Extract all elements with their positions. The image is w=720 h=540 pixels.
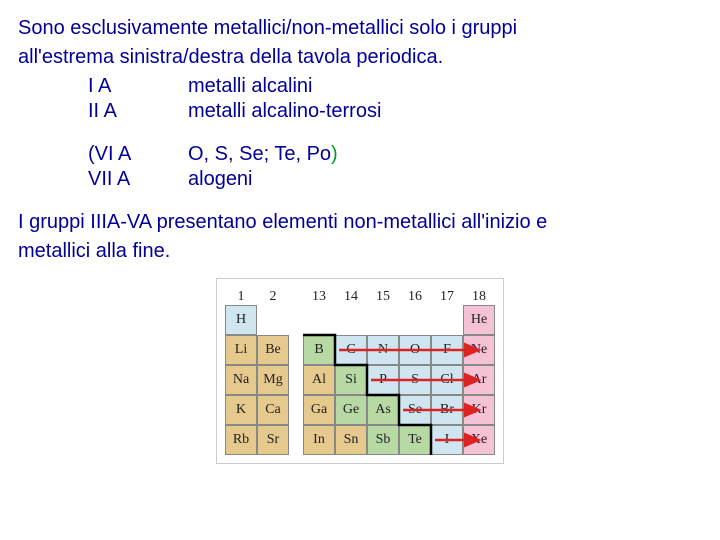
ptable-cell: Te bbox=[399, 425, 431, 455]
ptable-col-number: 17 bbox=[431, 285, 463, 305]
ptable-cell: Ne bbox=[463, 335, 495, 365]
ptable-cell: Br bbox=[431, 395, 463, 425]
ptable-cell: Al bbox=[303, 365, 335, 395]
ptable-cell: K bbox=[225, 395, 257, 425]
ptable-cell: He bbox=[463, 305, 495, 335]
ptable-cell: H bbox=[225, 305, 257, 335]
ptable-column-header: 12 131415161718 bbox=[225, 285, 495, 305]
ptable-cell: Rb bbox=[225, 425, 257, 455]
ptable-cell: Ar bbox=[463, 365, 495, 395]
group-label: I A bbox=[88, 74, 188, 99]
ptable-col-number: 2 bbox=[257, 285, 289, 305]
ptable-col-number: 14 bbox=[335, 285, 367, 305]
group-desc: metalli alcalini bbox=[188, 74, 313, 99]
group2-label: VII A bbox=[88, 167, 188, 192]
ptable-cell: N bbox=[367, 335, 399, 365]
ptable-cell: P bbox=[367, 365, 399, 395]
ptable-col-number: 15 bbox=[367, 285, 399, 305]
intro-line-2: all'estrema sinistra/destra della tavola… bbox=[18, 45, 702, 70]
group-desc: metalli alcalino-terrosi bbox=[188, 99, 381, 124]
ptable-cell: In bbox=[303, 425, 335, 455]
ptable-cell: Ge bbox=[335, 395, 367, 425]
ptable-cell: Sn bbox=[335, 425, 367, 455]
ptable-cell: Kr bbox=[463, 395, 495, 425]
ptable-cell: Se bbox=[399, 395, 431, 425]
ptable-cell: As bbox=[367, 395, 399, 425]
ptable-cell: Li bbox=[225, 335, 257, 365]
ptable-cell: Sb bbox=[367, 425, 399, 455]
ptable-cell: C bbox=[335, 335, 367, 365]
open-paren: ( bbox=[88, 143, 95, 165]
group-row-2: II A metalli alcalino-terrosi bbox=[88, 99, 702, 124]
group2-row-1: (VI A O, S, Se; Te, Po) bbox=[88, 142, 702, 167]
ptable-body: H He LiBe BCNOFNe NaMg AlSiPSClAr KCa GaGeAsSeB… bbox=[225, 305, 495, 455]
close-paren: ) bbox=[331, 143, 338, 165]
periodic-table-figure: 12131415161718 HHeLiBeBCNOFNeNaMgAlSiPSC… bbox=[216, 278, 504, 464]
ptable-cell: Sr bbox=[257, 425, 289, 455]
ptable-col-number: 13 bbox=[303, 285, 335, 305]
ptable-cell: Ca bbox=[257, 395, 289, 425]
ptable-cell: Na bbox=[225, 365, 257, 395]
ptable-cell: Cl bbox=[431, 365, 463, 395]
ptable-cell: S bbox=[399, 365, 431, 395]
intro-line-1: Sono esclusivamente metallici/non-metall… bbox=[18, 16, 702, 41]
group2-row-2: VII A alogeni bbox=[88, 167, 702, 192]
ptable-col-number: 1 bbox=[225, 285, 257, 305]
group2-desc: alogeni bbox=[188, 167, 253, 192]
ptable-cell: Be bbox=[257, 335, 289, 365]
ptable-cell: I bbox=[431, 425, 463, 455]
group-row-1: I A metalli alcalini bbox=[88, 74, 702, 99]
ptable-cell: Mg bbox=[257, 365, 289, 395]
ptable-cell: F bbox=[431, 335, 463, 365]
group-label: II A bbox=[88, 99, 188, 124]
ptable-cell: Ga bbox=[303, 395, 335, 425]
closing-line-1: I gruppi IIIA-VA presentano elementi non… bbox=[18, 210, 702, 235]
ptable-col-number: 18 bbox=[463, 285, 495, 305]
ptable-cell: B bbox=[303, 335, 335, 365]
ptable-col-number: 16 bbox=[399, 285, 431, 305]
ptable-cell: Si bbox=[335, 365, 367, 395]
group2-label: (VI A bbox=[88, 142, 188, 167]
group2-elements: O, S, Se; Te, Po) bbox=[188, 142, 338, 167]
ptable-cell: Xe bbox=[463, 425, 495, 455]
ptable-cell: O bbox=[399, 335, 431, 365]
closing-line-2: metallici alla fine. bbox=[18, 239, 702, 264]
